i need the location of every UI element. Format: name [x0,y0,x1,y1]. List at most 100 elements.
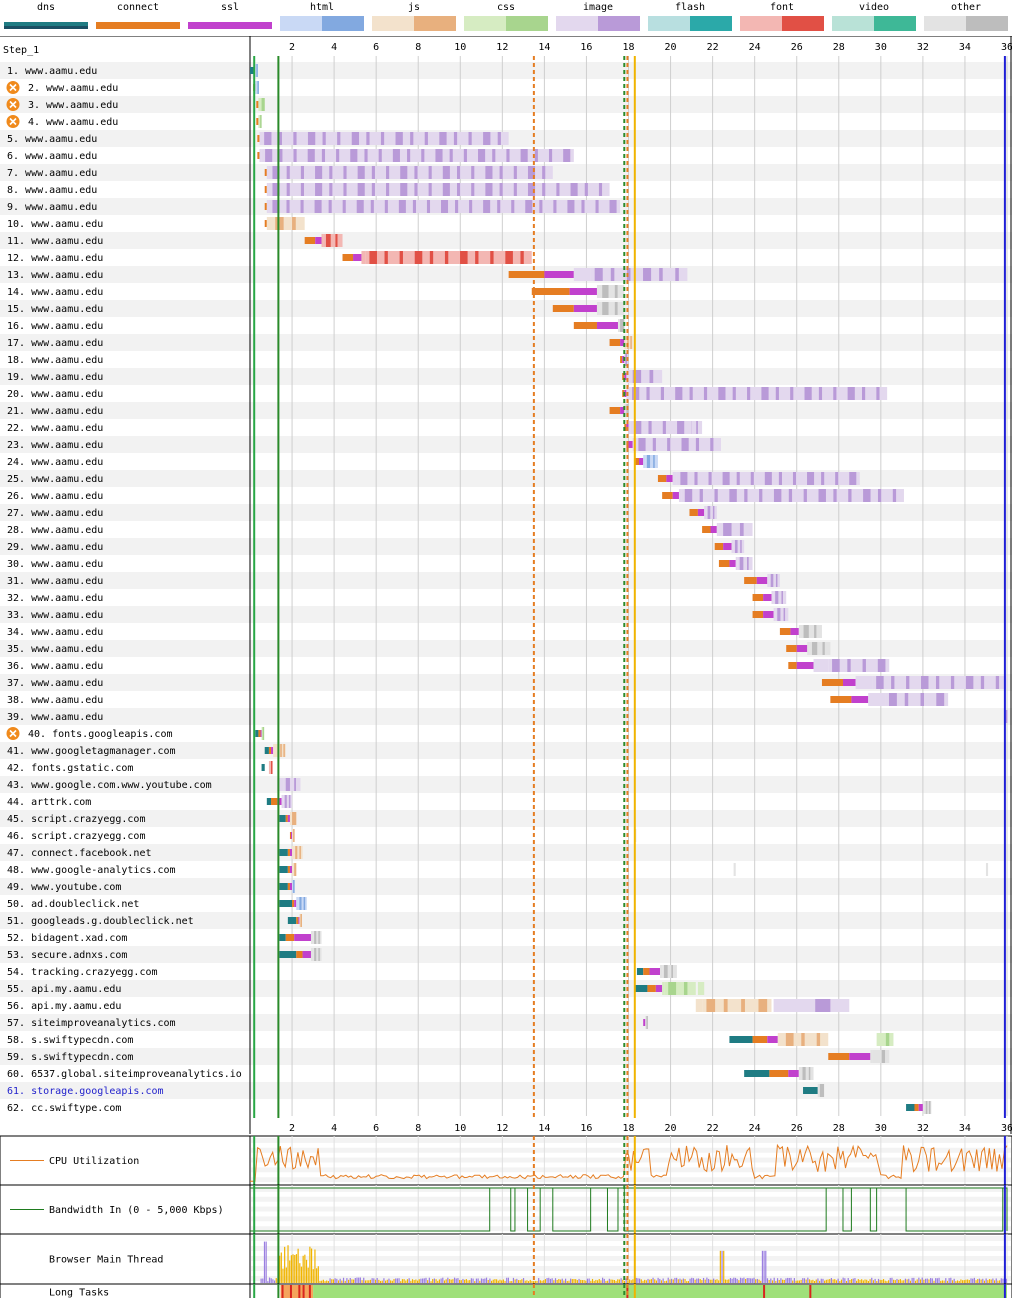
main-thread-bar [950,1277,952,1283]
bar-download-chunk [803,489,807,502]
main-thread-bar [936,1278,938,1283]
main-thread-bar [526,1280,528,1283]
main-thread-bar [670,1278,673,1283]
bar-ttfb [731,540,734,553]
tick-label-bottom: 2 [289,1123,295,1134]
request-label: 56. api.my.aamu.edu [7,1001,121,1012]
long-task-mark [308,1285,311,1298]
main-thread-bar [639,1278,641,1283]
main-thread-bar [655,1280,658,1283]
bar-download-chunk [788,489,793,502]
bar-download-chunk [773,489,782,502]
bar-download-chunk [835,472,839,485]
bar-download-chunk [497,132,501,145]
main-thread-bar [691,1277,693,1283]
bar-download-chunk [744,489,748,502]
main-thread-bar [628,1279,631,1283]
bar-connect [287,883,290,890]
bar-download-chunk [471,166,475,179]
bar-download-chunk [414,166,418,179]
main-thread-bar [608,1278,610,1283]
bar-ttfb [716,523,719,536]
main-thread-bar [817,1278,819,1283]
bar-download-chunk [429,251,434,264]
request-label: 43. www.google.com.www.youtube.com [7,780,212,791]
bar-download-chunk [707,506,711,519]
bar-download [634,438,722,451]
main-thread-bar [369,1279,372,1283]
row-stripe [0,810,1012,827]
bar-download-chunk [581,200,585,213]
bar-download-chunk [300,166,304,179]
request-label: 23. www.aamu.edu [7,440,103,451]
bar-ssl [294,934,311,941]
bar-download-chunk [264,132,272,145]
legend-swatch [4,22,88,29]
bar-ssl [624,390,627,397]
main-thread-bar [729,1277,732,1283]
bar-download-chunk [646,387,650,400]
bar-connect [647,985,656,992]
main-thread-bar [327,1280,330,1283]
lane-stripe [251,1246,1011,1251]
bar-download-chunk [261,98,265,111]
bar-download-chunk [803,625,809,638]
long-task-range [280,1285,314,1298]
main-thread-bar [845,1280,848,1283]
bar-ssl [790,628,799,635]
main-thread-bar [326,1280,328,1283]
main-thread-bar [953,1278,955,1283]
bar-ttfb [817,1084,820,1097]
bar-download-chunk [286,166,290,179]
bar-download-chunk [386,166,390,179]
main-thread-bar [593,1280,595,1283]
main-thread-bar [509,1281,511,1283]
request-label: 7. www.aamu.edu [7,168,97,179]
main-thread-bar [309,1246,311,1283]
lane-label: CPU Utilization [49,1156,139,1167]
bar-download-chunk [369,251,377,264]
main-thread-bar [615,1280,617,1283]
main-thread-bar [470,1278,472,1283]
bar-ttfb [310,931,314,944]
main-thread-bar [620,1278,622,1283]
main-thread-bar [438,1279,441,1283]
bar-download-chunk [595,200,599,213]
bar-download [681,489,904,502]
tick-label-bottom: 4 [331,1123,337,1134]
tick-label-top: 28 [833,42,845,53]
bar-download-chunk [602,302,609,315]
bar-ttfb [922,1101,925,1114]
main-thread-bar [795,1280,797,1283]
main-thread-bar [824,1280,826,1283]
bar-download-chunk [681,438,689,451]
main-thread-bar [591,1278,594,1283]
main-thread-bar [358,1277,360,1283]
bar-download-chunk [553,200,557,213]
main-thread-bar [657,1277,659,1283]
request-label: 39. www.aamu.edu [7,712,103,723]
main-thread-bar [346,1278,348,1283]
main-thread-bar [501,1280,503,1283]
main-thread-bar [943,1280,945,1283]
main-thread-bar [282,1268,284,1283]
bar-ssl [596,322,618,329]
bar-download-chunk [811,642,818,655]
request-label: 46. script.crazyegg.com [7,831,145,842]
bar-ttfb [299,914,301,927]
bar-download-chunk [511,200,515,213]
bar-ttfb [266,166,269,179]
main-thread-bar [514,1279,516,1283]
bar-download-chunk [739,557,744,570]
bar-connect [573,322,597,329]
main-thread-bar [551,1278,553,1283]
bar-download-chunk [483,200,491,213]
bar-download-chunk [808,1067,811,1080]
bar-download-chunk [439,132,447,145]
bar-connect [752,594,764,601]
bar-download-chunk [380,132,385,145]
bar-download-chunk [602,285,609,298]
bar-download-chunk [299,897,302,910]
bar-ttfb [277,778,284,791]
main-thread-bar [272,1279,274,1283]
